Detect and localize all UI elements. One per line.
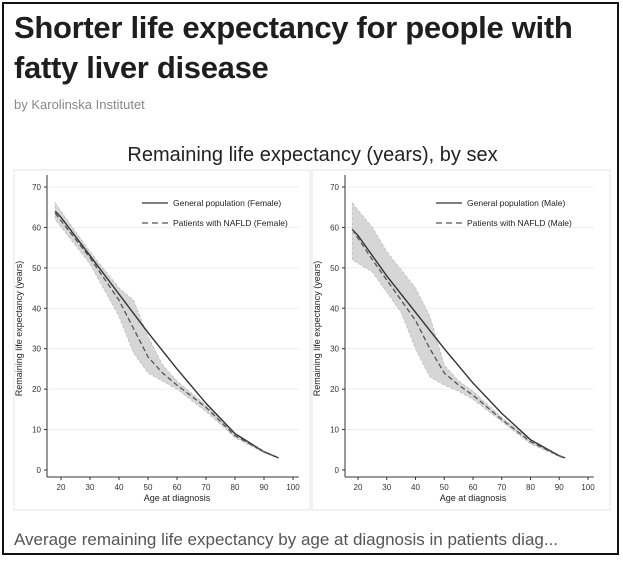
x-tick-label: 40 — [411, 483, 420, 492]
byline[interactable]: by Karolinska Institutet — [14, 97, 145, 112]
series-line-nafld — [351, 229, 566, 459]
legend-label: Patients with NAFLD (Female) — [173, 218, 288, 228]
y-tick-label: 60 — [32, 223, 41, 232]
x-tick-label: 50 — [144, 483, 153, 492]
x-tick-label: 70 — [202, 483, 211, 492]
x-tick-label: 20 — [57, 483, 66, 492]
y-tick-label: 50 — [330, 264, 339, 273]
y-tick-label: 30 — [32, 345, 41, 354]
legend-label: Patients with NAFLD (Male) — [467, 218, 572, 228]
chart-panel-male: 0 10 20 30 40 50 60 70 20 30 40 50 60 70 80 90 100 Age at… — [312, 175, 595, 503]
x-tick-label: 40 — [115, 483, 124, 492]
x-tick-label: 60 — [469, 483, 478, 492]
x-tick-label: 80 — [231, 483, 240, 492]
x-tick-label: 100 — [581, 483, 595, 492]
article-card: Shorter life expectancy for people with … — [2, 2, 619, 555]
x-axis-label: Age at diagnosis — [440, 493, 507, 503]
y-tick-label: 50 — [32, 264, 41, 273]
y-tick-label: 30 — [330, 345, 339, 354]
legend-label: General population (Male) — [467, 198, 565, 208]
x-tick-label: 60 — [173, 483, 182, 492]
y-tick-label: 20 — [32, 385, 41, 394]
x-tick-label: 20 — [354, 483, 363, 492]
x-tick-label: 90 — [555, 483, 564, 492]
x-tick-label: 100 — [286, 483, 300, 492]
x-tick-label: 30 — [382, 483, 391, 492]
y-tick-label: 0 — [37, 466, 42, 475]
series-line-nafld — [54, 212, 279, 459]
y-tick-label: 20 — [330, 385, 339, 394]
x-tick-label: 80 — [526, 483, 535, 492]
x-axis-label: Age at diagnosis — [144, 493, 211, 503]
confidence-band — [351, 202, 566, 459]
y-tick-label: 70 — [32, 183, 41, 192]
y-tick-label: 40 — [330, 304, 339, 313]
y-tick-label: 0 — [335, 466, 340, 475]
chart-title: Remaining life expectancy (years), by se… — [127, 144, 498, 166]
y-tick-label: 40 — [32, 304, 41, 313]
x-tick-label: 50 — [440, 483, 449, 492]
x-tick-label: 70 — [497, 483, 506, 492]
legend-label: General population (Female) — [173, 198, 281, 208]
x-tick-label: 90 — [260, 483, 269, 492]
article-title[interactable]: Shorter life expectancy for people with … — [14, 10, 573, 85]
y-tick-label: 10 — [32, 426, 41, 435]
y-axis-label: Remaining life expectancy (years) — [312, 261, 322, 397]
series-line-general — [54, 210, 279, 459]
y-tick-label: 10 — [330, 426, 339, 435]
y-axis-label: Remaining life expectancy (years) — [14, 261, 24, 397]
y-tick-label: 70 — [330, 183, 339, 192]
x-tick-label: 30 — [86, 483, 95, 492]
confidence-band — [54, 201, 279, 459]
series-line-general — [351, 228, 566, 459]
chart-panel-female: 0 10 20 30 40 50 60 70 20 30 40 50 60 70 80 90 100 Age at… — [14, 175, 300, 503]
image-caption: Average remaining life expectancy by age… — [14, 530, 559, 549]
y-tick-label: 60 — [330, 223, 339, 232]
